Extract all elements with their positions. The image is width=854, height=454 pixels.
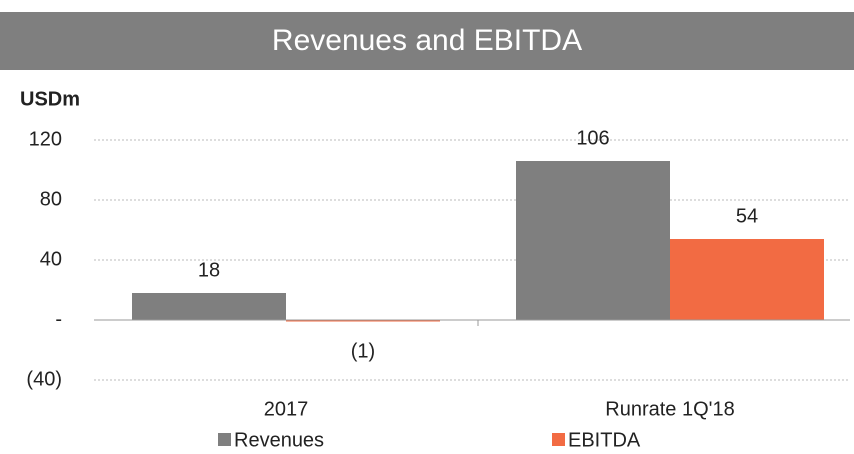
y-tick-label: 120: [29, 128, 62, 150]
value-label: 106: [576, 127, 609, 149]
title-bar: [0, 12, 854, 70]
bar: [286, 320, 440, 322]
y-axis-label: USDm: [20, 88, 80, 110]
legend-swatch: [552, 433, 565, 446]
x-tick-label: Runrate 1Q'18: [605, 398, 734, 420]
y-tick-label: 80: [40, 188, 62, 210]
legend-label: EBITDA: [568, 429, 641, 451]
value-label: 18: [198, 259, 220, 281]
y-tick-label: (40): [26, 368, 62, 390]
legend-label: Revenues: [234, 429, 324, 451]
legend-swatch: [218, 433, 231, 446]
y-tick-label: 40: [40, 248, 62, 270]
bar: [670, 239, 824, 320]
value-label: 54: [736, 205, 758, 227]
bar: [132, 293, 286, 320]
bar: [516, 161, 670, 320]
chart-title: Revenues and EBITDA: [272, 24, 582, 57]
y-tick-label: -: [55, 308, 62, 330]
x-tick-label: 2017: [264, 398, 309, 420]
value-label: (1): [351, 340, 375, 362]
